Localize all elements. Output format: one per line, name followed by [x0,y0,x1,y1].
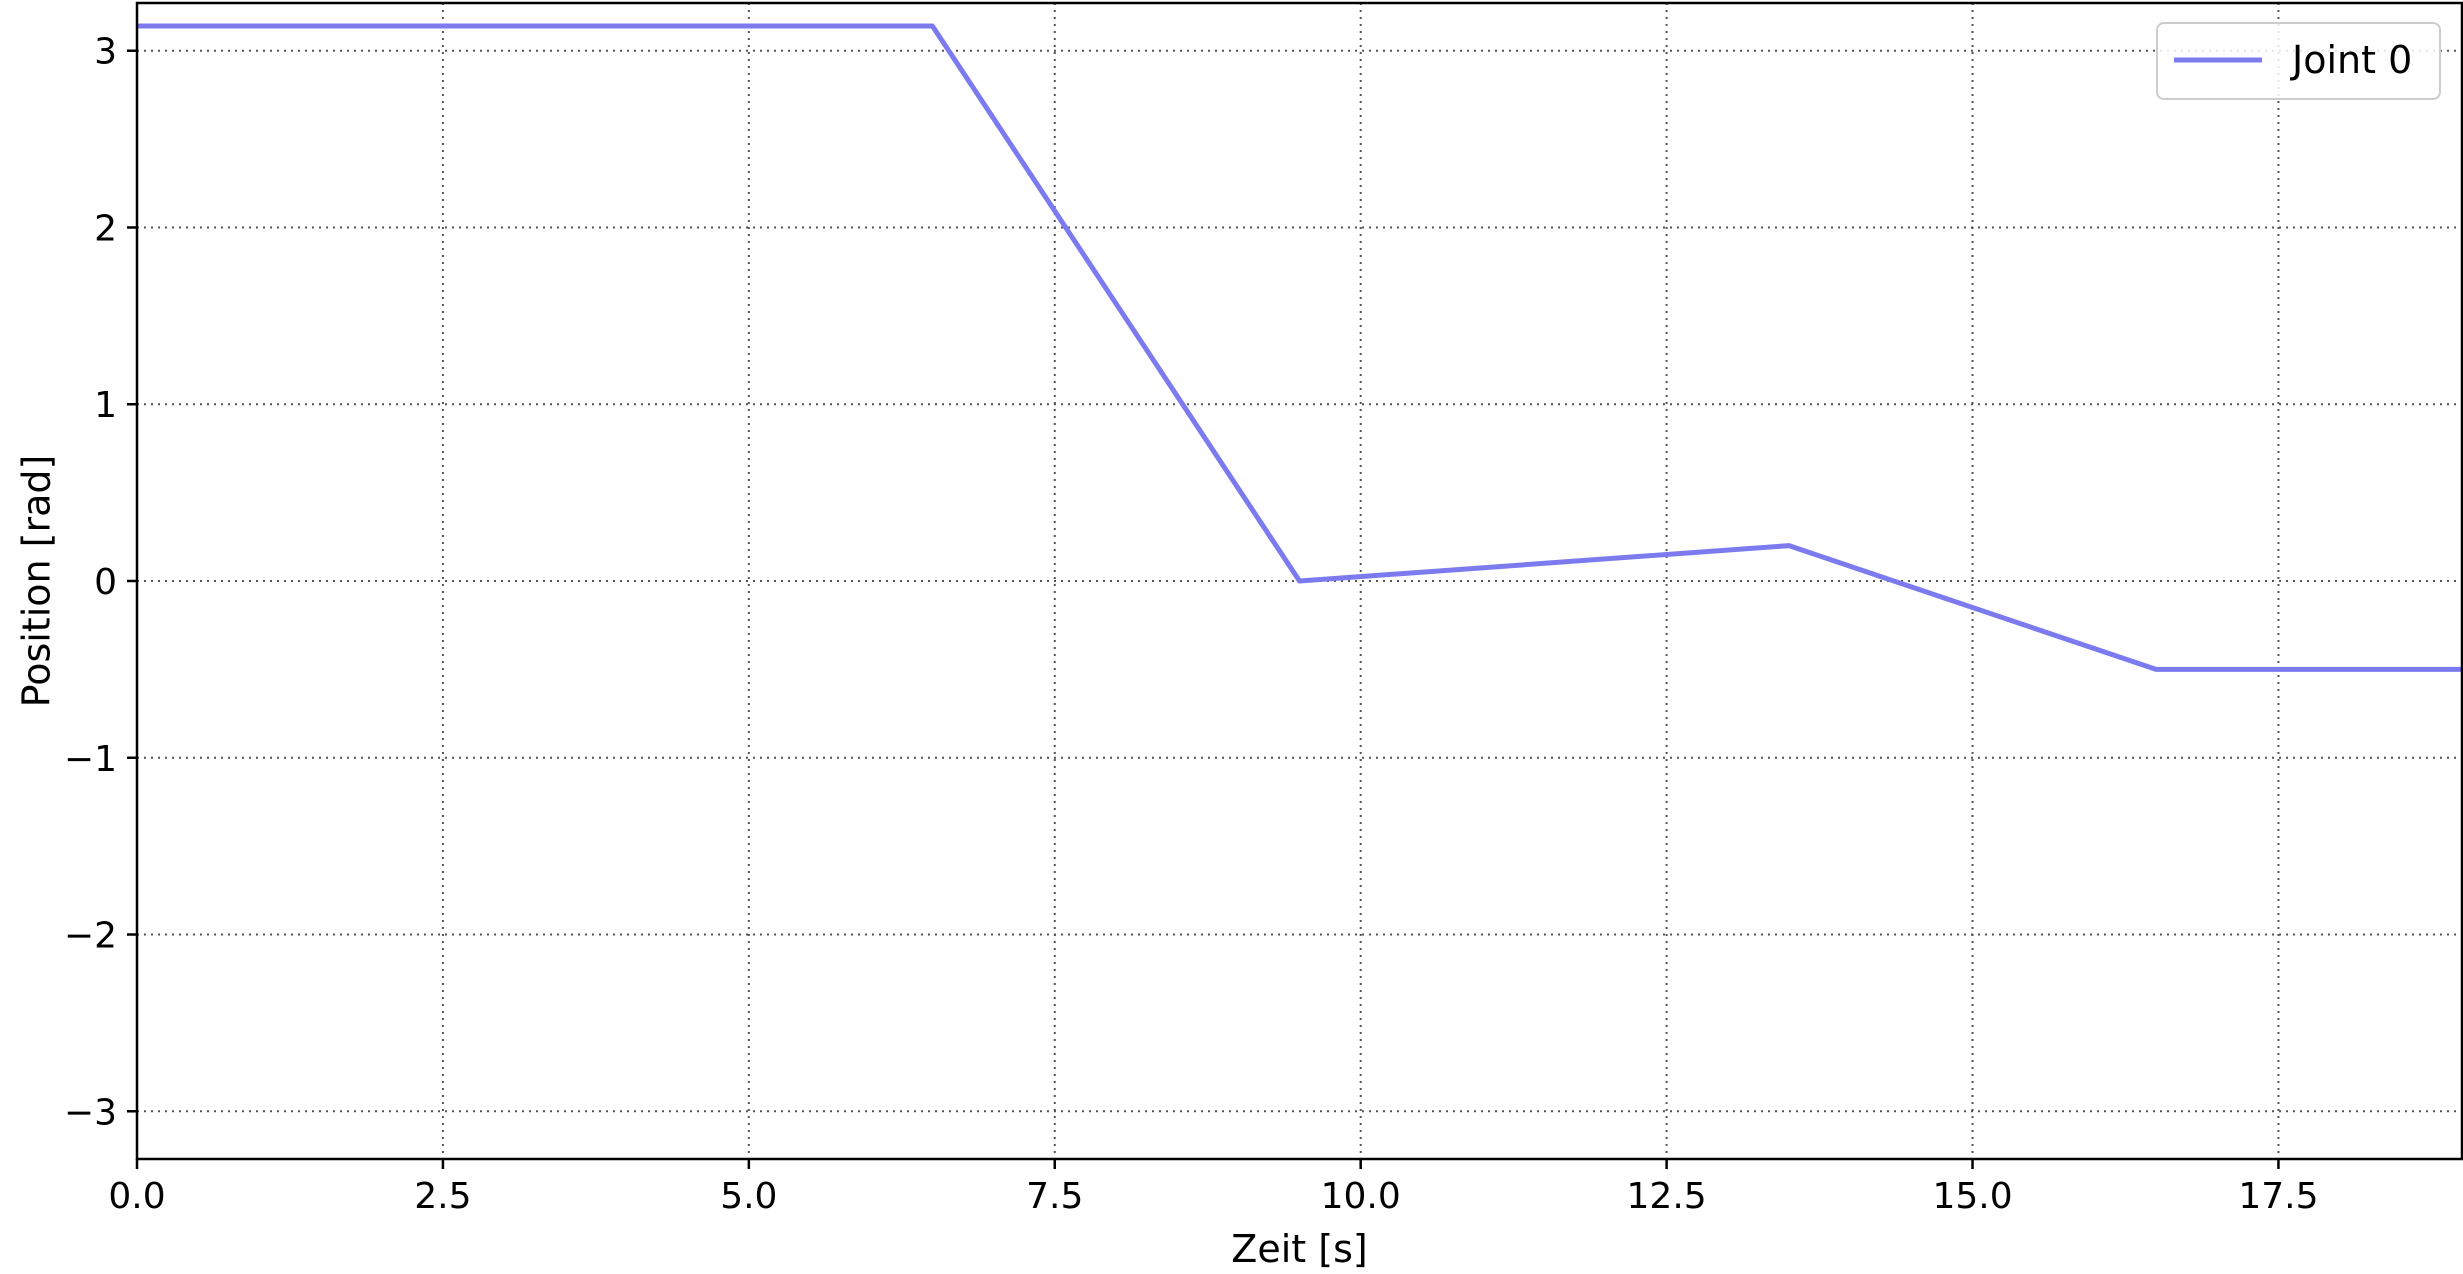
x-tick-label: 7.5 [1026,1176,1083,1217]
tick-layer: 0.0 2.5 5.0 7.5 10.0 12.5 15.0 17.5 3 2 1 0 −1 −2 −3 [64,32,2319,1217]
y-tick-label: −2 [64,916,117,957]
x-tick-label: 5.0 [720,1176,777,1217]
x-tick-label: 2.5 [414,1176,471,1217]
x-tick-label: 10.0 [1321,1176,1401,1217]
y-tick-label: 1 [94,385,117,426]
legend-label-joint-0: Joint 0 [2290,38,2412,82]
y-tick-label: 2 [94,208,117,249]
x-tick-label: 12.5 [1627,1176,1707,1217]
x-tick-label: 15.0 [1932,1176,2012,1217]
legend-box [2156,22,2441,100]
y-tick-label: 0 [94,562,117,603]
y-tick-label: −1 [64,739,117,780]
y-tick-label: 3 [94,32,117,73]
y-tick-label: −3 [64,1092,117,1133]
x-tick-label: 0.0 [108,1176,165,1217]
series-line-joint-0 [137,23,2462,672]
x-tick-label: 17.5 [2238,1176,2318,1217]
x-axis-label: Zeit [s] [1231,1227,1367,1271]
series-layer [137,23,2462,672]
legend: Joint 0 [2156,22,2441,100]
y-axis-label: Position [rad] [14,455,58,708]
